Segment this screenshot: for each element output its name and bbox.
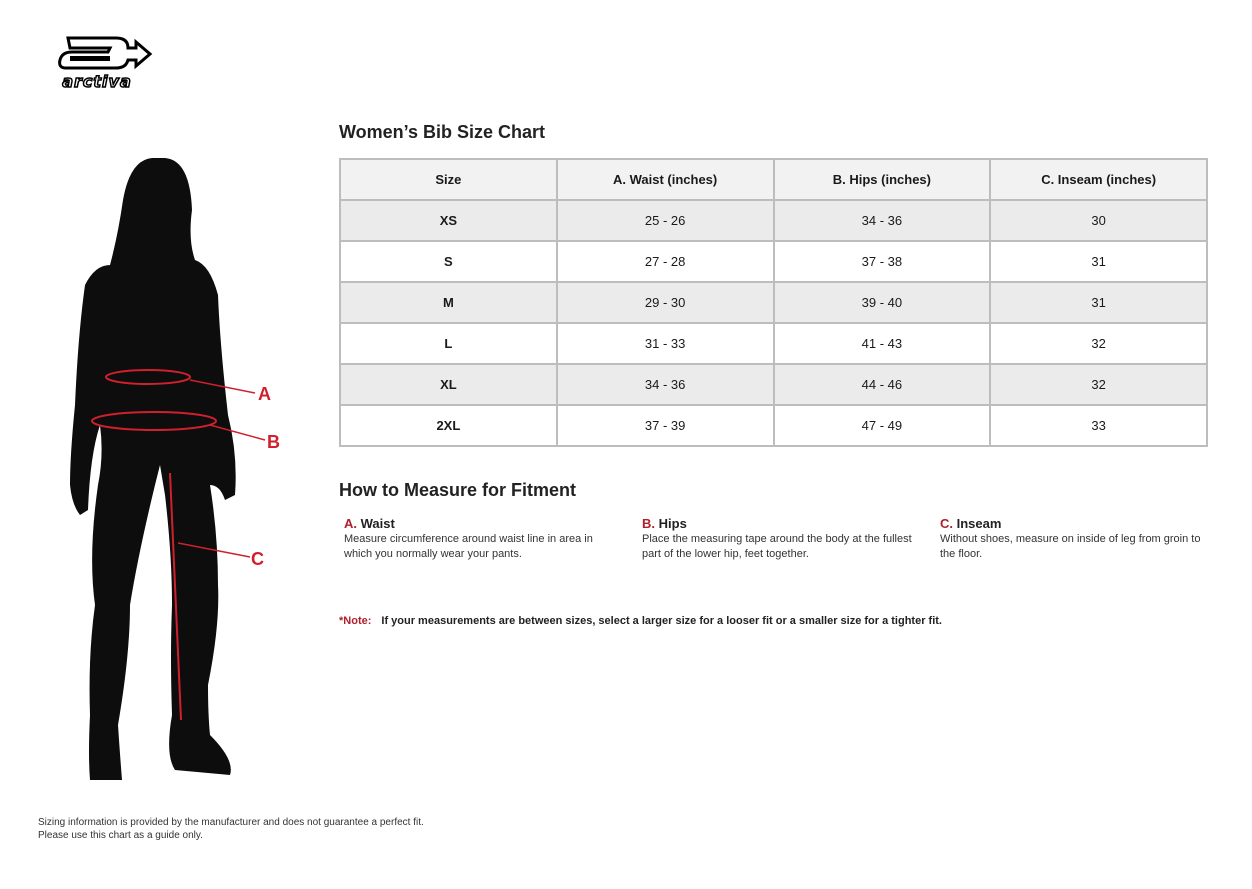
measure-desc: Place the measuring tape around the body…	[642, 533, 912, 560]
table-row: L 31 - 33 41 - 43 32	[339, 322, 1208, 365]
hips-cell: 44 - 46	[772, 363, 992, 406]
label-b: B	[267, 432, 280, 452]
inseam-cell: 30	[989, 199, 1208, 242]
table-row: XL 34 - 36 44 - 46 32	[339, 363, 1208, 406]
note-label: *Note:	[339, 615, 372, 627]
waist-cell: 34 - 36	[555, 363, 775, 406]
waist-cell: 37 - 39	[555, 404, 775, 447]
inseam-cell: 32	[989, 322, 1208, 365]
table-row: 2XL 37 - 39 47 - 49 33	[339, 404, 1208, 447]
table-row: XS 25 - 26 34 - 36 30	[339, 199, 1208, 242]
measure-waist: A. Waist Measure circumference around wa…	[344, 516, 614, 562]
measure-letter: B.	[642, 516, 655, 531]
size-cell: 2XL	[339, 404, 558, 447]
size-cell: XS	[339, 199, 558, 242]
hips-cell: 34 - 36	[772, 199, 992, 242]
size-cell: XL	[339, 363, 558, 406]
label-a: A	[258, 384, 271, 404]
body-silhouette: A B C	[70, 158, 280, 780]
table-row: S 27 - 28 37 - 38 31	[339, 240, 1208, 283]
hips-cell: 37 - 38	[772, 240, 992, 283]
waist-cell: 27 - 28	[555, 240, 775, 283]
size-cell: L	[339, 322, 558, 365]
waist-cell: 25 - 26	[555, 199, 775, 242]
inseam-cell: 33	[989, 404, 1208, 447]
fit-note: *Note: If your measurements are between s…	[339, 615, 942, 627]
inseam-cell: 31	[989, 240, 1208, 283]
inseam-cell: 31	[989, 281, 1208, 324]
measure-hips: B. Hips Place the measuring tape around …	[642, 516, 912, 562]
measure-desc: Without shoes, measure on inside of leg …	[940, 533, 1201, 560]
measure-desc: Measure circumference around waist line …	[344, 533, 593, 560]
label-c: C	[251, 549, 264, 569]
hips-cell: 39 - 40	[772, 281, 992, 324]
measure-name: Hips	[658, 516, 687, 531]
note-text: If your measurements are between sizes, …	[381, 615, 942, 627]
measure-title: How to Measure for Fitment	[339, 480, 577, 500]
waist-cell: 31 - 33	[555, 322, 775, 365]
measure-name: Inseam	[956, 516, 1002, 531]
measure-letter: A.	[344, 516, 357, 531]
measure-inseam: C. Inseam Without shoes, measure on insi…	[940, 516, 1210, 562]
header-size: Size	[339, 158, 558, 201]
table-row: M 29 - 30 39 - 40 31	[339, 281, 1208, 324]
measure-letter: C.	[940, 516, 953, 531]
chart-title: Women’s Bib Size Chart	[339, 122, 546, 142]
disclaimer-line-2: Please use this chart as a guide only.	[38, 830, 203, 841]
inseam-cell: 32	[989, 363, 1208, 406]
measure-name: Waist	[360, 516, 395, 531]
waist-cell: 29 - 30	[555, 281, 775, 324]
header-hips: B. Hips (inches)	[772, 158, 992, 201]
header-waist: A. Waist (inches)	[555, 158, 775, 201]
table-header-row: Size A. Waist (inches) B. Hips (inches) …	[339, 158, 1208, 201]
disclaimer: Sizing information is provided by the ma…	[38, 816, 424, 842]
size-cell: S	[339, 240, 558, 283]
header-inseam: C. Inseam (inches)	[989, 158, 1208, 201]
disclaimer-line-1: Sizing information is provided by the ma…	[38, 817, 424, 828]
hips-cell: 47 - 49	[772, 404, 992, 447]
size-cell: M	[339, 281, 558, 324]
size-table: Size A. Waist (inches) B. Hips (inches) …	[339, 158, 1208, 447]
svg-text:arctiva: arctiva	[62, 72, 132, 91]
hips-cell: 41 - 43	[772, 322, 992, 365]
arctiva-logo: arctiva	[58, 36, 153, 92]
